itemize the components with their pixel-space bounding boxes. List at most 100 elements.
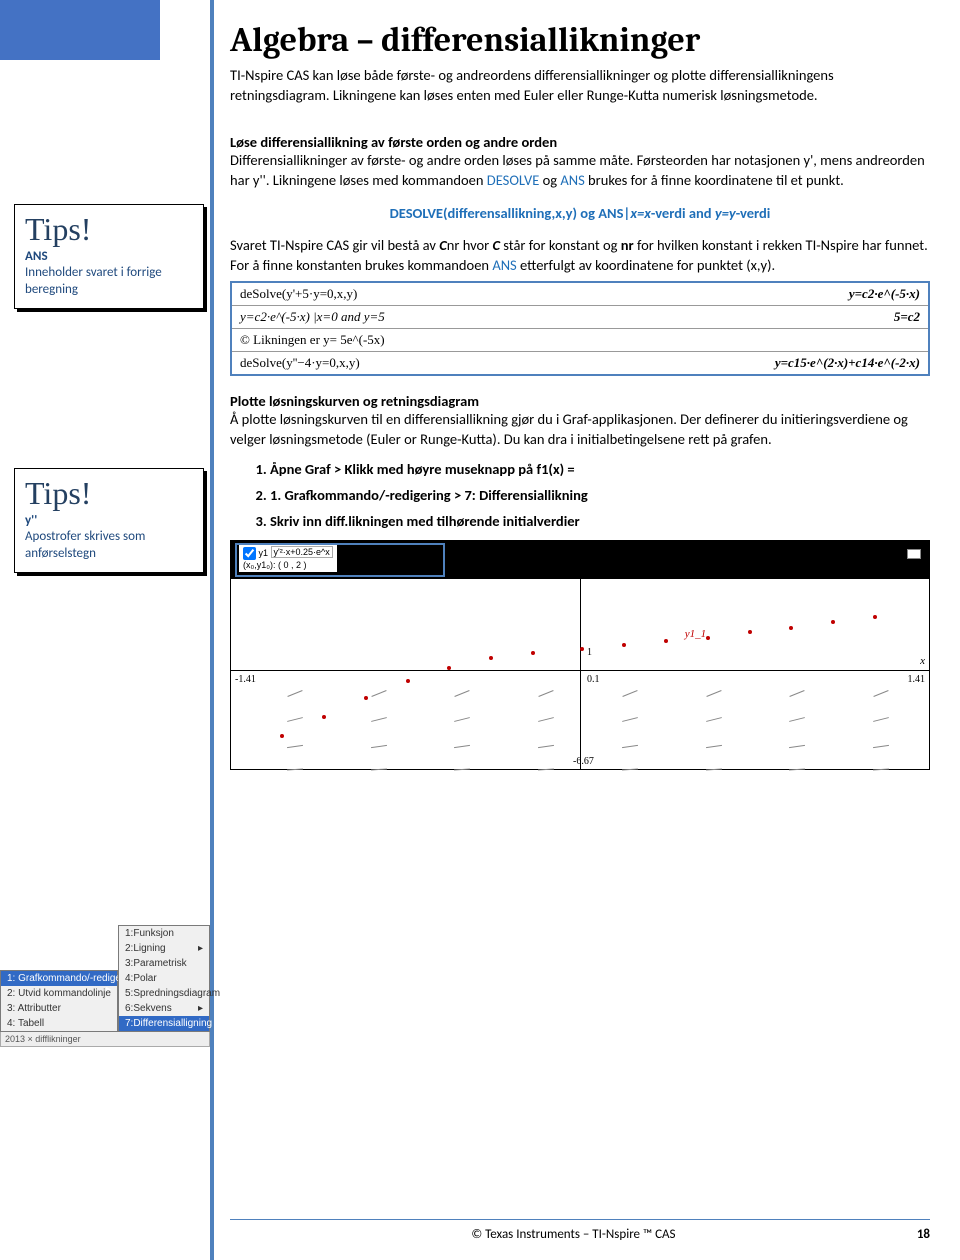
page-number: 18: [917, 1227, 930, 1242]
y-axis: [580, 579, 581, 769]
menu-right-column: 1:Funksjon2:Ligning3:Parametrisk4:Polar5…: [118, 925, 210, 1032]
section1-heading: Løse differensiallikning av første orden…: [230, 133, 930, 151]
slope-segment: [622, 768, 638, 770]
slope-segment: [873, 768, 889, 770]
footer: © Texas Instruments – TI-Nspire ™ CAS 18: [230, 1227, 930, 1242]
footer-rule: [230, 1219, 930, 1220]
highlight-rectangle: [235, 543, 445, 577]
context-menu-screenshot: 1: Grafkommando/-redigering2: Utvid komm…: [0, 925, 210, 1047]
menu-item[interactable]: 7:Differensialligning: [119, 1016, 209, 1031]
menu-item[interactable]: 2: Utvid kommandolinje: [1, 986, 117, 1001]
menu-item[interactable]: 1:Funksjon: [119, 926, 209, 941]
page: Tips! ANS Inneholder svaret i forrige be…: [0, 0, 960, 1260]
slope-segment: [538, 745, 554, 748]
data-point: [831, 620, 835, 624]
step-item: Åpne Graf > Klikk med høyre museknapp på…: [270, 460, 930, 478]
menu-left-column: 1: Grafkommando/-redigering2: Utvid komm…: [0, 970, 118, 1032]
graph-screenshot: y1 y'²·x+0.25·e^x (x₀,y1₀): ( 0 , 2 ) -1…: [230, 540, 930, 770]
slope-segment: [706, 717, 722, 722]
slope-segment: [539, 690, 554, 697]
steps-list: Åpne Graf > Klikk med høyre museknapp på…: [270, 460, 930, 530]
data-point: [873, 615, 877, 619]
menu-item[interactable]: 2:Ligning: [119, 941, 209, 956]
slope-segment: [706, 768, 722, 770]
menu-item[interactable]: 6:Sekvens: [119, 1001, 209, 1016]
slope-segment: [287, 717, 303, 722]
slope-segment: [538, 768, 554, 770]
slope-segment: [371, 745, 387, 748]
section2-heading: Plotte løsningskurven og retningsdiagram: [230, 392, 930, 410]
tick-label: 1: [587, 647, 592, 658]
x-axis-label: x: [920, 655, 925, 667]
cas-row: y=c2·e^(-5·x) |x=0 and y=5 5=c2: [232, 306, 928, 329]
legend-icon[interactable]: [907, 549, 921, 559]
section1-body2: Svaret TI-Nspire CAS gir vil bestå av Cn…: [230, 236, 930, 275]
cas-row: © Likningen er y= 5e^(-5x): [232, 329, 928, 352]
data-point: [364, 696, 368, 700]
tips-box-ans: Tips! ANS Inneholder svaret i forrige be…: [14, 204, 204, 309]
slope-segment: [454, 745, 470, 748]
menu-item[interactable]: 1: Grafkommando/-redigering: [1, 971, 117, 986]
series-label: y1_1: [685, 628, 706, 640]
slope-segment: [789, 745, 805, 748]
tick-label: -6.67: [573, 756, 594, 767]
graph-toolbar: y1 y'²·x+0.25·e^x (x₀,y1₀): ( 0 , 2 ): [231, 541, 929, 579]
menu-status: 2013 × difflikninger: [0, 1032, 210, 1047]
slope-segment: [789, 768, 805, 770]
main-content: Algebra – differensiallikninger TI-Nspir…: [230, 0, 930, 770]
data-point: [280, 734, 284, 738]
slope-segment: [287, 745, 303, 748]
cas-screenshot: deSolve(y'+5·y=0,x,y) y=c2·e^(-5·x) y=c2…: [230, 281, 930, 376]
plot-area: -1.41 0.1 1.41 1 -6.67 y1_1 x: [231, 579, 929, 769]
menu-item[interactable]: 3: Attributter: [1, 1001, 117, 1016]
slope-segment: [790, 690, 805, 697]
slope-segment: [287, 768, 303, 770]
tips-heading: Tips!: [25, 213, 193, 245]
tick-label: 0.1: [587, 674, 600, 685]
data-point: [622, 643, 626, 647]
tips-box-apostrophe: Tips! y'' Apostrofer skrives som anførse…: [14, 468, 204, 573]
slope-segment: [454, 768, 470, 770]
slope-segment: [622, 717, 638, 722]
data-point: [706, 636, 710, 640]
data-point: [748, 630, 752, 634]
slope-segment: [455, 690, 470, 697]
intro-paragraph: TI-Nspire CAS kan løse både første- og a…: [230, 66, 930, 105]
data-point: [531, 651, 535, 655]
data-point: [580, 647, 584, 651]
footer-text: © Texas Instruments – TI-Nspire ™ CAS: [471, 1227, 675, 1242]
slope-segment: [454, 717, 470, 722]
slope-segment: [873, 745, 889, 748]
data-point: [664, 639, 668, 643]
slope-segment: [622, 745, 638, 748]
command-syntax: DESOLVE(differensallikning,x,y) og ANS|x…: [230, 204, 930, 222]
slope-segment: [706, 690, 721, 697]
step-item: Skriv inn diff.likningen med tilhørende …: [270, 512, 930, 530]
menu-item[interactable]: 4:Polar: [119, 971, 209, 986]
data-point: [322, 715, 326, 719]
cas-row: deSolve(y''−4·y=0,x,y) y=c15·e^(2·x)+c14…: [232, 352, 928, 374]
data-point: [489, 656, 493, 660]
page-title: Algebra – differensiallikninger: [230, 20, 930, 60]
slope-segment: [622, 690, 637, 697]
menu-item[interactable]: 5:Spredningsdiagram: [119, 986, 209, 1001]
slope-segment: [874, 690, 889, 697]
menu-item[interactable]: 4: Tabell: [1, 1016, 117, 1031]
slope-segment: [287, 690, 302, 697]
tips-heading: Tips!: [25, 477, 193, 509]
menu-item[interactable]: 3:Parametrisk: [119, 956, 209, 971]
slope-segment: [371, 768, 387, 770]
step-item: 1. Grafkommando/-redigering > 7: Differe…: [270, 486, 930, 504]
tips-body: y'' Apostrofer skrives som anførselstegn: [25, 513, 193, 562]
slope-segment: [538, 717, 554, 722]
slope-segment: [371, 717, 387, 722]
slope-segment: [790, 717, 806, 722]
slope-segment: [873, 717, 889, 722]
section2-body: Å plotte løsningskurven til en differens…: [230, 410, 930, 449]
tips-body: ANS Inneholder svaret i forrige beregnin…: [25, 249, 193, 298]
section1-body: Differensiallikninger av første- og andr…: [230, 151, 930, 190]
data-point: [789, 626, 793, 630]
tick-label: 1.41: [908, 674, 926, 685]
slope-segment: [371, 690, 386, 697]
tick-label: -1.41: [235, 674, 256, 685]
